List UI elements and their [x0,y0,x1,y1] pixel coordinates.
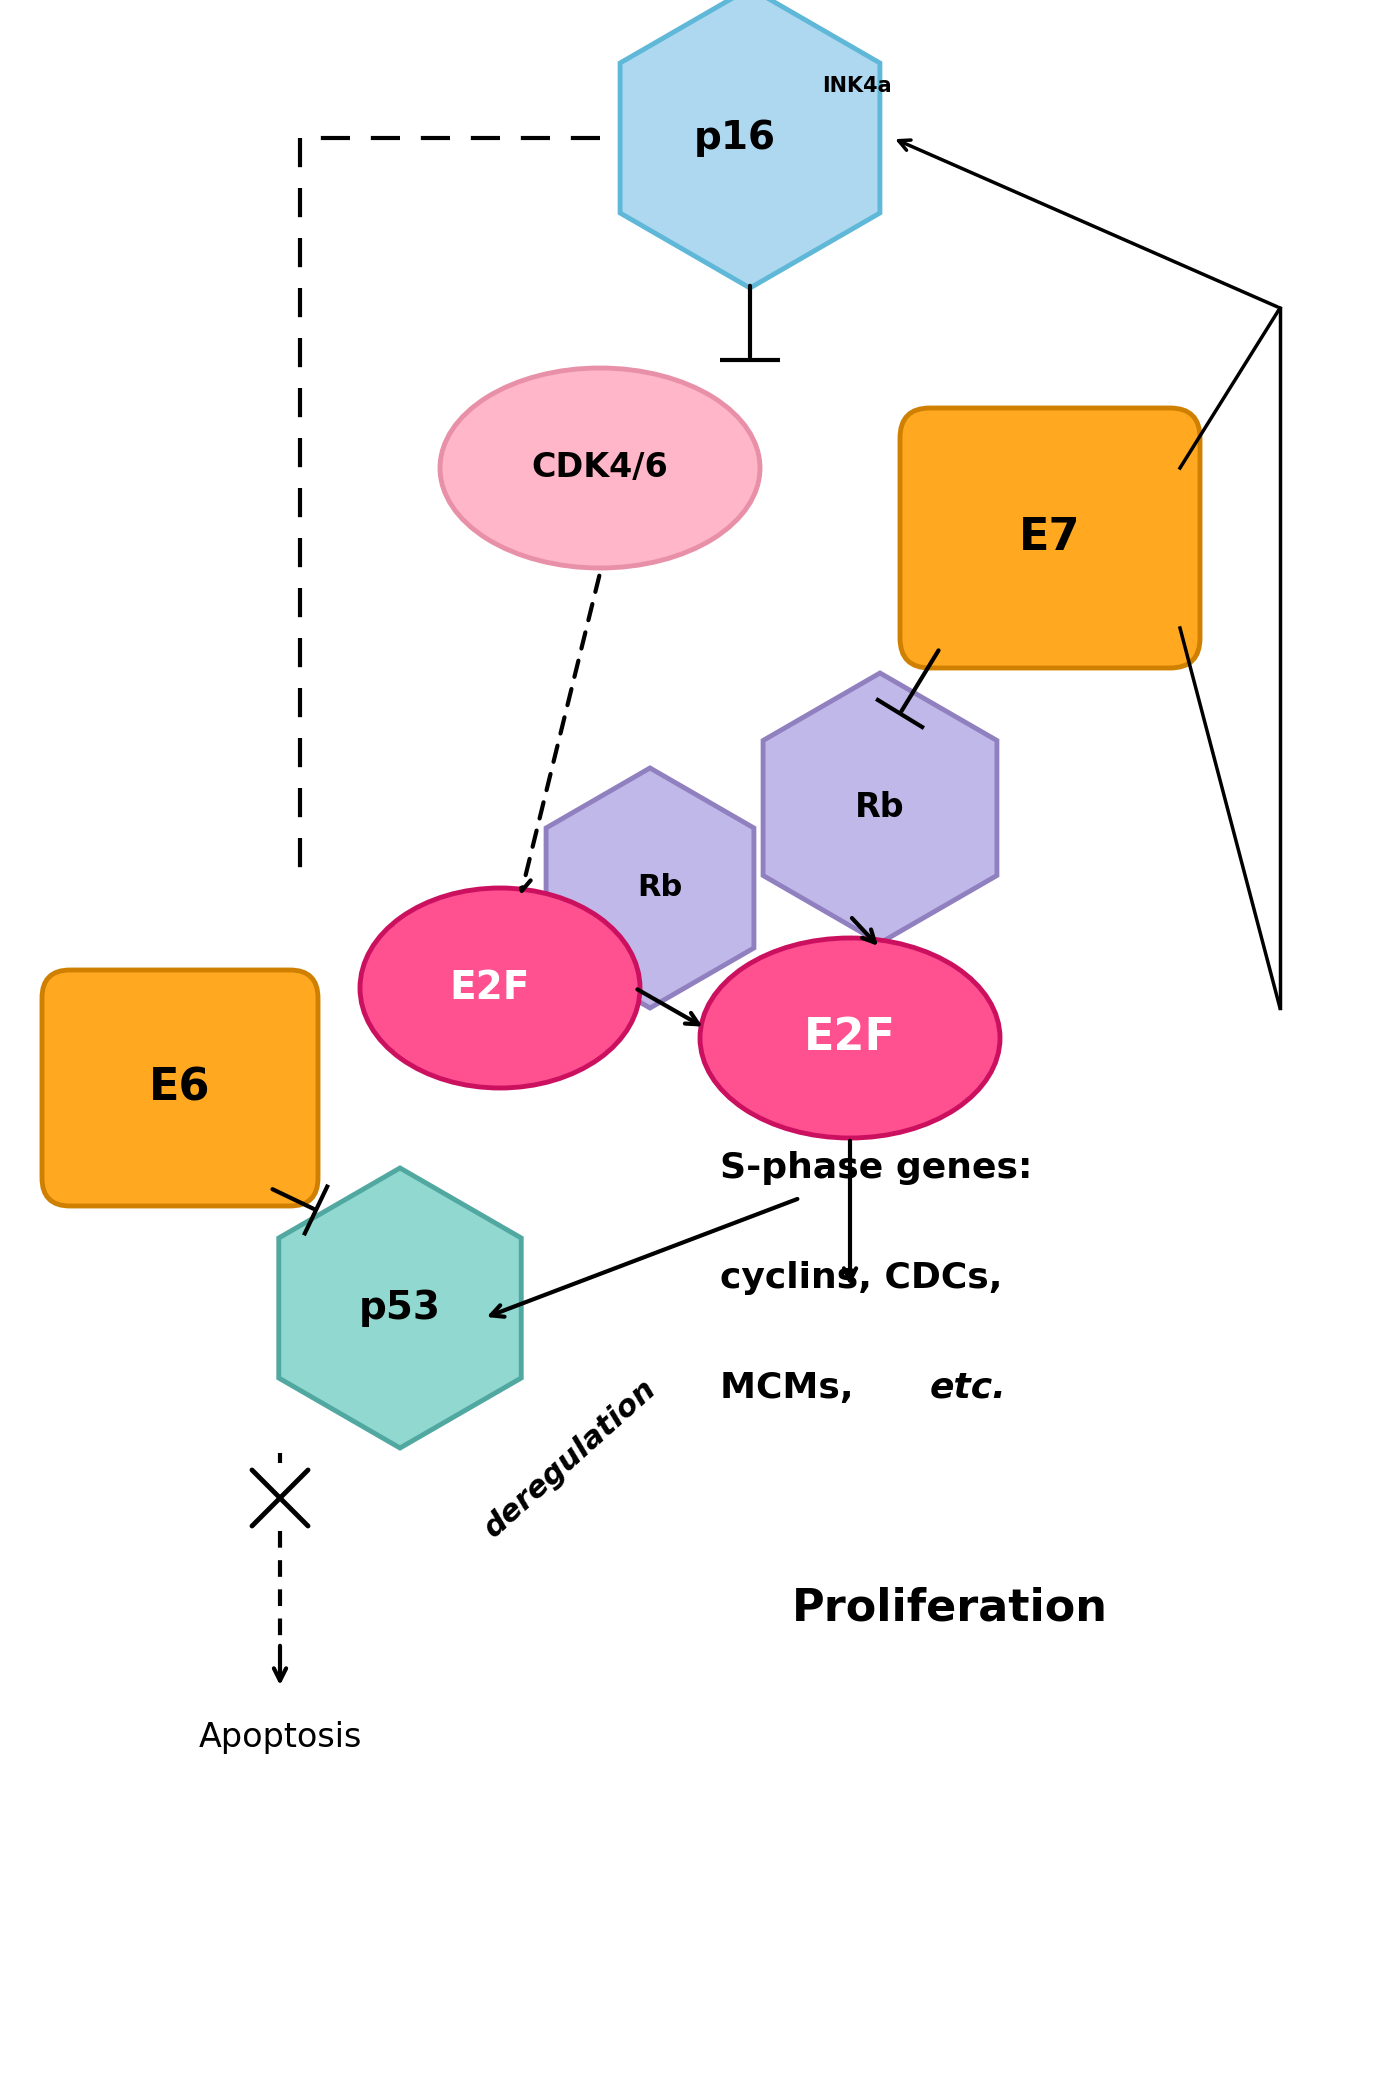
Text: cyclins, CDCs,: cyclins, CDCs, [721,1261,1003,1295]
Text: INK4a: INK4a [822,75,892,96]
Text: CDK4/6: CDK4/6 [531,451,668,484]
Polygon shape [764,672,997,944]
Polygon shape [278,1167,522,1447]
FancyBboxPatch shape [900,407,1200,668]
Polygon shape [547,768,754,1009]
FancyArrowPatch shape [491,1199,797,1318]
Text: E7: E7 [1020,516,1081,560]
Text: E2F: E2F [804,1017,896,1059]
FancyArrowPatch shape [899,140,1277,307]
FancyArrowPatch shape [844,1140,855,1280]
Text: E2F: E2F [449,969,530,1006]
Ellipse shape [440,367,759,568]
Text: Apoptosis: Apoptosis [199,1721,362,1754]
Text: S-phase genes:: S-phase genes: [721,1150,1032,1186]
FancyArrowPatch shape [519,576,600,892]
Text: p16: p16 [694,119,776,157]
Text: Rb: Rb [855,791,904,825]
FancyArrowPatch shape [274,1645,287,1681]
Text: MCMs,: MCMs, [721,1372,867,1405]
Text: E6: E6 [149,1067,211,1109]
Text: deregulation: deregulation [479,1374,662,1543]
Text: p53: p53 [359,1288,441,1328]
FancyArrowPatch shape [851,919,875,942]
Text: etc.: etc. [931,1372,1007,1405]
Text: Proliferation: Proliferation [791,1587,1109,1629]
FancyArrowPatch shape [637,990,698,1025]
FancyBboxPatch shape [42,971,319,1207]
Ellipse shape [360,887,640,1088]
Text: Rb: Rb [637,873,683,902]
Polygon shape [620,0,881,288]
Ellipse shape [700,938,1000,1138]
